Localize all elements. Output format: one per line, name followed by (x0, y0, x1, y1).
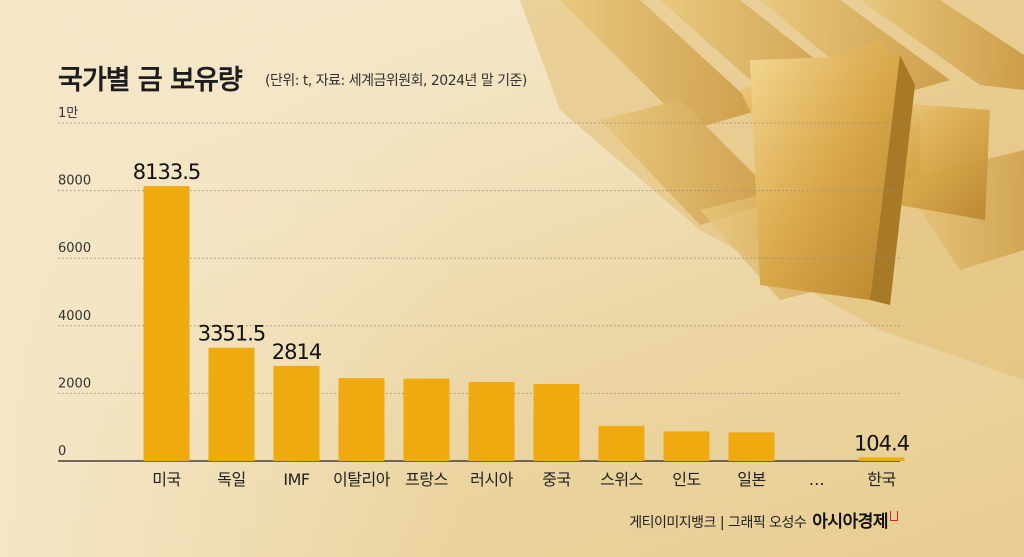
data-label: 3351.5 (198, 322, 265, 346)
bar (338, 378, 385, 461)
y-tick-label: 8000 (58, 174, 91, 189)
category-label: 미국 (152, 470, 180, 489)
y-tick-label: 2000 (58, 376, 91, 391)
chart-title: 국가별 금 보유량 (58, 65, 243, 96)
credit-text: 게티이미지뱅크 | 그래픽 오성수 (629, 515, 807, 531)
bar (468, 382, 515, 461)
category-label: 프랑스 (405, 470, 448, 489)
bar (858, 457, 905, 461)
bar (728, 432, 775, 461)
data-label: 8133.5 (133, 160, 200, 184)
bar (273, 365, 320, 461)
chart-subtitle: (단위: t, 자료: 세계금위원회, 2024년 말 기준) (265, 73, 527, 89)
category-label: 러시아 (470, 470, 513, 489)
category-label: IMF (283, 470, 310, 489)
footer: 게티이미지뱅크 | 그래픽 오성수 아시아경제 (629, 507, 898, 532)
data-label: 104.4 (854, 431, 910, 455)
category-label: 인도 (672, 470, 700, 489)
bar (403, 378, 450, 461)
brand-name: 아시아경제 (812, 512, 888, 532)
bar (663, 431, 710, 461)
bar (598, 425, 645, 461)
y-tick-label: 6000 (58, 241, 91, 256)
y-tick-label: 0 (58, 444, 66, 459)
category-label: 이탈리아 (333, 470, 391, 489)
brand-logo: 아시아경제 (812, 507, 898, 532)
category-label: 중국 (542, 470, 570, 489)
category-label: 독일 (217, 470, 245, 489)
y-tick-label: 1만 (58, 106, 78, 121)
category-label: 일본 (737, 470, 765, 489)
brand-mark-icon (890, 511, 898, 521)
category-label: 한국 (867, 470, 895, 489)
y-tick-label: 4000 (58, 309, 91, 324)
bar (208, 347, 255, 461)
category-label: 스위스 (600, 470, 643, 489)
category-label: … (809, 470, 825, 489)
bar (143, 186, 190, 461)
bar (533, 383, 580, 461)
data-label: 2814 (272, 340, 322, 364)
